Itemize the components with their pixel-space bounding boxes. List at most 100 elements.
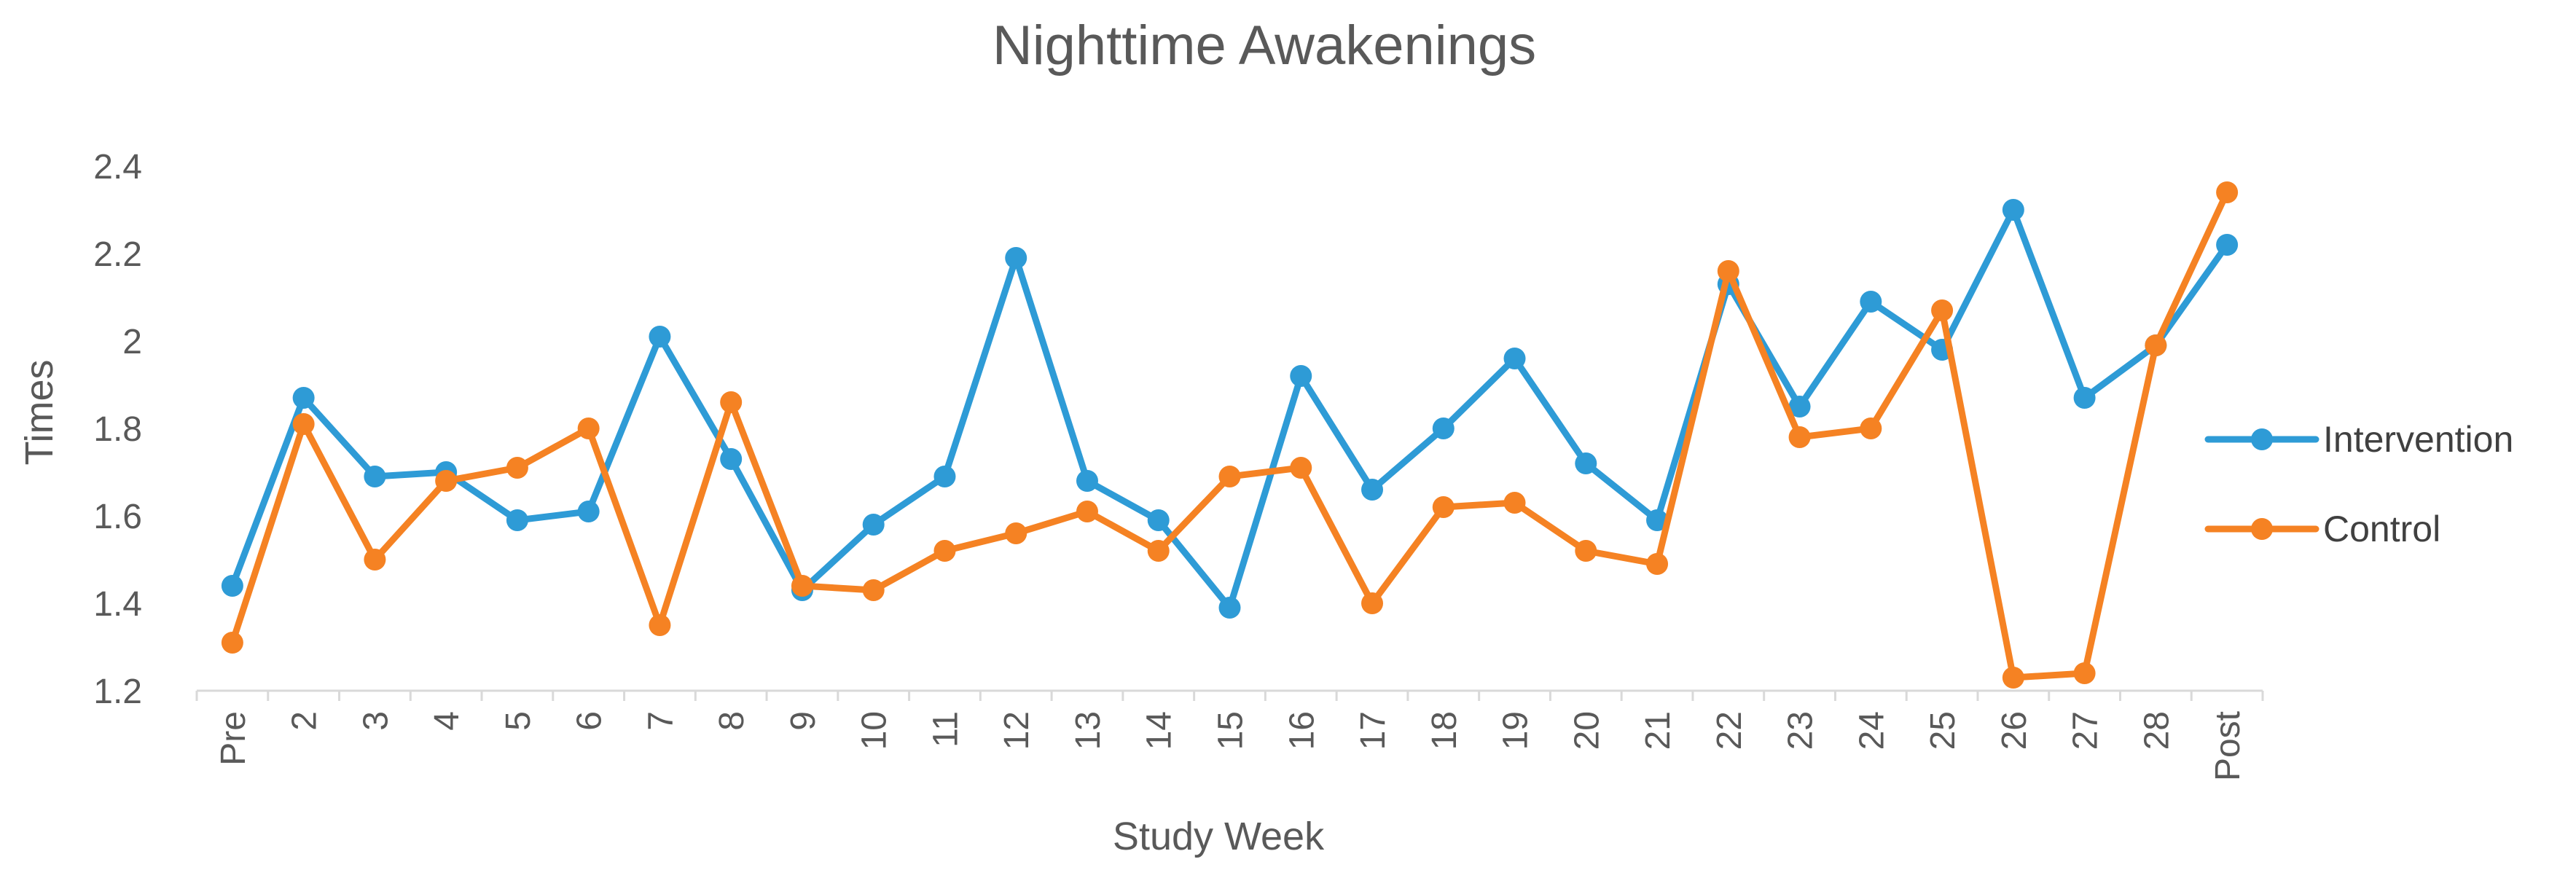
data-point-control <box>1503 492 1526 514</box>
x-tick-label: 25 <box>1924 711 1962 750</box>
data-point-control <box>1717 260 1739 282</box>
legend-label-control: Control <box>2323 509 2440 549</box>
x-tick-label: 3 <box>356 711 395 731</box>
series-control <box>221 181 2239 689</box>
data-point-control <box>1290 457 1312 479</box>
data-point-intervention <box>1147 509 1170 531</box>
series-line-intervention <box>229 206 2231 611</box>
x-tick-label: 11 <box>926 711 965 748</box>
data-point-intervention <box>1575 452 1597 474</box>
x-tick-label: 6 <box>571 711 609 731</box>
x-tick-label: 12 <box>998 711 1036 750</box>
data-point-intervention <box>2002 199 2024 221</box>
y-axis-label: Times <box>17 360 61 466</box>
x-tick-label: 2 <box>286 711 324 731</box>
data-point-control <box>649 614 671 636</box>
y-tick-label: 1.2 <box>93 673 142 711</box>
series-layer <box>221 181 2239 689</box>
x-tick-label: Post <box>2209 711 2247 781</box>
x-tick-label: 13 <box>1069 711 1108 750</box>
x-tick-label: 28 <box>2137 711 2176 750</box>
data-point-intervention <box>720 448 743 470</box>
data-point-intervention <box>1218 597 1241 619</box>
data-point-control <box>221 632 243 654</box>
chart-title: Nighttime Awakenings <box>993 15 1536 77</box>
data-point-control <box>862 579 885 601</box>
data-point-control <box>1432 496 1455 518</box>
legend: Intervention Control <box>2204 419 2513 549</box>
data-point-intervention <box>364 466 386 487</box>
x-tick-label: 24 <box>1852 711 1891 750</box>
data-point-intervention <box>1432 417 1455 439</box>
data-point-control <box>1788 426 1811 448</box>
x-tick-label: 8 <box>713 711 751 731</box>
x-tick-label: 21 <box>1639 711 1677 750</box>
data-point-control <box>435 470 458 492</box>
legend-marker-intervention <box>2251 428 2273 450</box>
data-point-intervention <box>2073 387 2096 409</box>
data-point-intervention <box>1290 365 1312 387</box>
data-point-intervention <box>1361 479 1384 501</box>
data-point-intervention <box>577 501 600 522</box>
data-point-control <box>2002 667 2024 689</box>
data-point-control <box>2145 334 2167 356</box>
data-point-intervention <box>1646 509 1669 531</box>
data-point-intervention <box>862 514 885 536</box>
data-point-intervention <box>506 509 528 531</box>
x-tick-label: 4 <box>428 711 466 731</box>
x-tick-label: 22 <box>1710 711 1749 750</box>
legend-marker-control <box>2251 518 2273 540</box>
data-point-control <box>2073 662 2096 684</box>
data-point-control <box>1646 553 1669 575</box>
data-point-control <box>1218 466 1241 487</box>
x-tick-label: 23 <box>1782 711 1820 750</box>
data-point-intervention <box>2216 234 2239 256</box>
data-point-control <box>933 540 956 562</box>
y-tick-label: 2.4 <box>93 148 142 187</box>
data-point-intervention <box>933 466 956 487</box>
y-tick-label: 2.2 <box>93 235 142 274</box>
data-point-intervention <box>1788 396 1811 417</box>
x-tick-label: 20 <box>1567 711 1606 750</box>
data-point-control <box>2216 181 2239 203</box>
y-tick-label: 1.6 <box>93 498 142 536</box>
x-tick-label: 7 <box>641 711 680 731</box>
x-tick-label: 15 <box>1212 711 1250 750</box>
data-point-control <box>577 417 600 439</box>
x-tick-label: Pre <box>214 711 253 766</box>
data-point-control <box>1575 540 1597 562</box>
data-point-intervention <box>1005 247 1027 269</box>
data-point-control <box>720 391 743 413</box>
x-tick-label: 18 <box>1425 711 1464 750</box>
x-tick-label: 5 <box>499 711 538 731</box>
x-tick-label: 26 <box>1995 711 2034 750</box>
x-tick-label: 16 <box>1283 711 1321 750</box>
data-point-control <box>1361 592 1384 614</box>
x-tick-label: 10 <box>856 711 894 750</box>
series-intervention <box>221 199 2239 619</box>
data-point-intervention <box>1860 291 1882 313</box>
x-tick-label: 9 <box>784 711 823 731</box>
data-point-control <box>1005 522 1027 544</box>
x-tick-label: 19 <box>1497 711 1535 750</box>
data-point-control <box>1860 417 1882 439</box>
data-point-intervention <box>1076 470 1098 492</box>
data-point-control <box>292 413 315 435</box>
y-tick-label: 2 <box>122 323 142 361</box>
x-axis-label: Study Week <box>1113 815 1325 858</box>
data-point-intervention <box>1503 348 1526 369</box>
x-tick-label: 17 <box>1354 711 1393 750</box>
data-point-control <box>1147 540 1170 562</box>
y-tick-label: 1.8 <box>93 410 142 449</box>
data-point-control <box>1076 501 1098 522</box>
data-point-intervention <box>292 387 315 409</box>
data-point-intervention <box>221 575 243 597</box>
legend-label-intervention: Intervention <box>2323 419 2513 460</box>
y-tick-label: 1.4 <box>93 585 142 624</box>
data-point-control <box>791 575 813 597</box>
x-tick-label: 14 <box>1140 711 1179 750</box>
x-tick-label: 27 <box>2067 711 2105 750</box>
